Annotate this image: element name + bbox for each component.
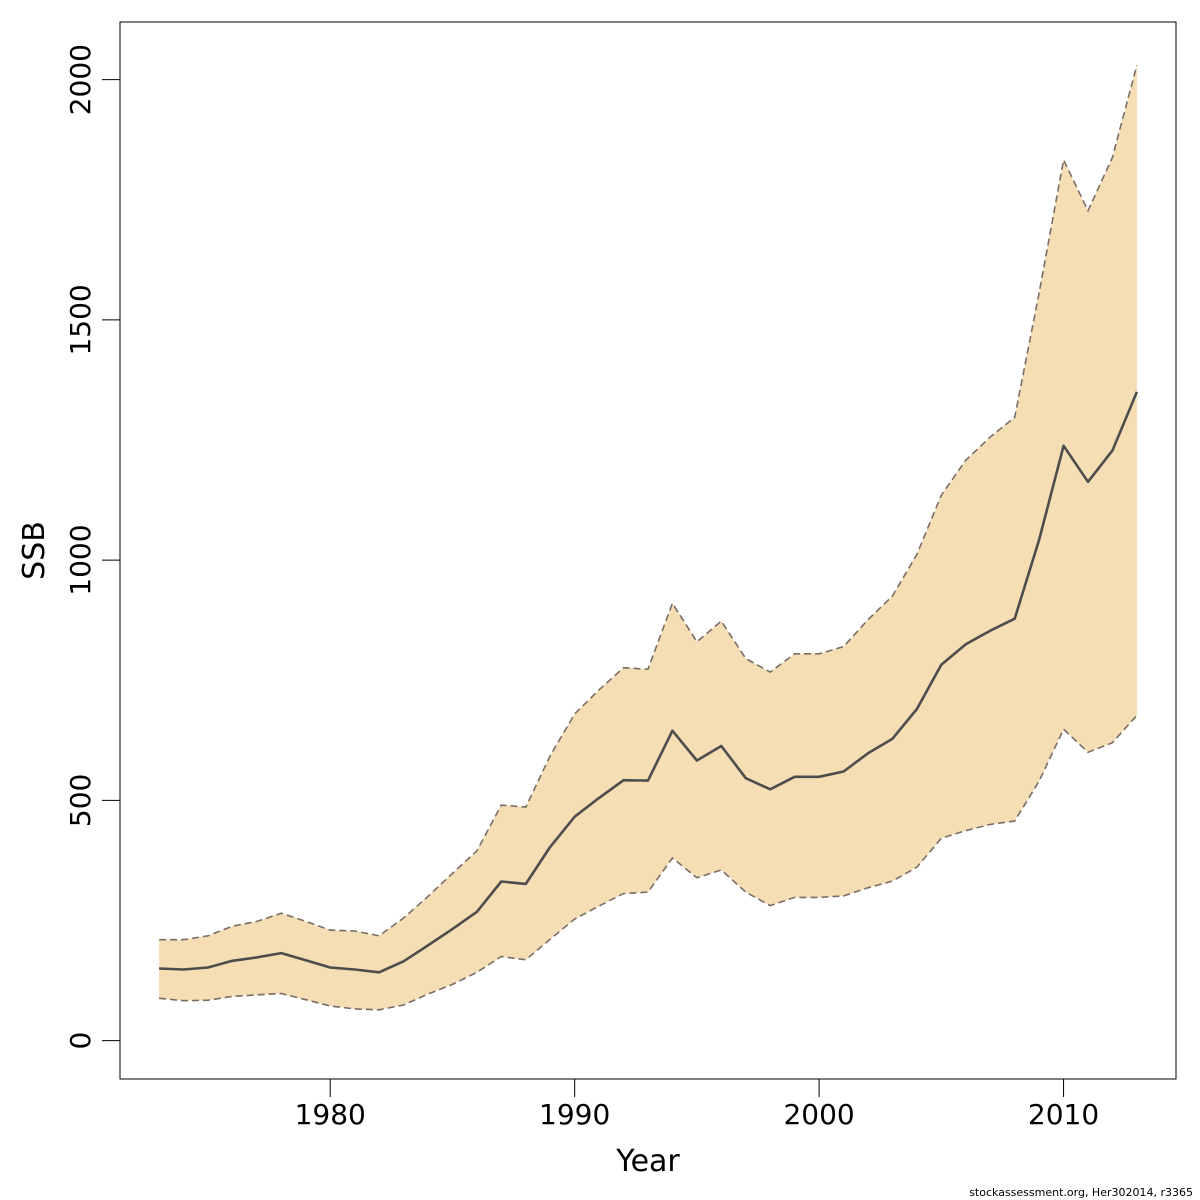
- confidence-band-area: [159, 65, 1137, 1010]
- y-axis: 0 500 1000 1500 2000: [64, 44, 121, 1050]
- y-tick-label: 1000: [64, 524, 97, 595]
- y-tick-label: 2000: [64, 44, 97, 115]
- y-tick-label: 500: [64, 774, 97, 827]
- y-axis-title: SSB: [17, 521, 52, 580]
- x-axis-title: Year: [615, 1144, 680, 1179]
- x-axis: 1980 1990 2000 2010: [295, 1078, 1099, 1131]
- confidence-bounds: [159, 64, 1138, 1011]
- footer-credit: stockassessment.org, Her302014, r3365: [969, 1186, 1193, 1199]
- confidence-band: [159, 65, 1137, 1010]
- x-tick-label: 1980: [295, 1098, 366, 1131]
- estimate-line-group: [159, 391, 1139, 974]
- y-tick-label: 0: [64, 1032, 97, 1050]
- x-tick-label: 2010: [1028, 1098, 1099, 1131]
- upper-bound-line: [159, 64, 1138, 941]
- y-tick-label: 1500: [64, 284, 97, 355]
- x-tick-label: 2000: [783, 1098, 854, 1131]
- x-tick-label: 1990: [539, 1098, 610, 1131]
